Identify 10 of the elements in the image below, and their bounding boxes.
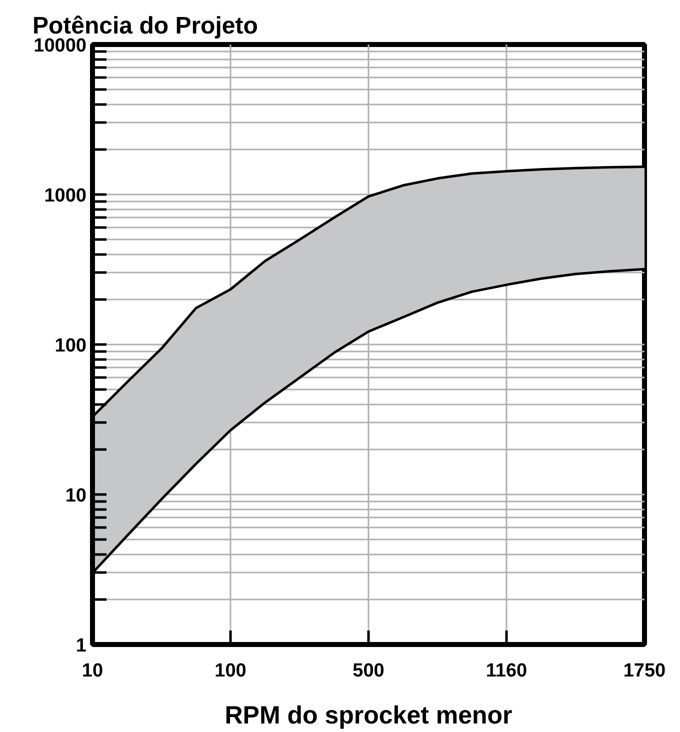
x-tick-label: 10 bbox=[82, 660, 104, 682]
x-tick-label: 100 bbox=[214, 660, 246, 682]
x-axis-title: RPM do sprocket menor bbox=[224, 702, 513, 730]
y-tick-label: 100 bbox=[54, 336, 86, 356]
y-tick-label: 1 bbox=[76, 636, 87, 656]
y-tick-label: 10 bbox=[65, 486, 87, 506]
y-tick-label: 1000 bbox=[44, 186, 87, 206]
x-tick-label: 500 bbox=[352, 660, 384, 682]
x-tick-label: 1750 bbox=[623, 660, 666, 682]
x-tick-label: 1160 bbox=[486, 660, 528, 682]
